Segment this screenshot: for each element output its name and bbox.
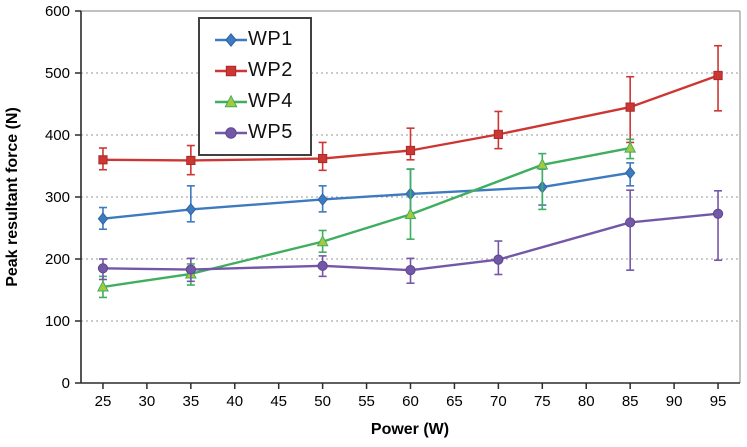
- data-point-marker: [98, 155, 108, 165]
- data-point-marker: [318, 153, 328, 164]
- data-point-marker: [536, 158, 549, 170]
- legend-marker-triangle-icon: [215, 94, 247, 107]
- x-tick-label: 45: [270, 393, 287, 410]
- data-point-marker: [625, 102, 635, 112]
- series-WP2: [98, 44, 723, 176]
- legend-item-WP4: WP4: [214, 86, 310, 117]
- data-point-marker: [317, 193, 328, 206]
- data-point-marker: [185, 264, 196, 275]
- data-point-marker: [185, 203, 197, 216]
- legend-marker-square-icon: [215, 65, 247, 76]
- x-tick-label: 25: [95, 393, 112, 410]
- data-point-marker: [97, 263, 109, 274]
- data-point-marker: [405, 145, 416, 156]
- data-point-marker: [225, 32, 237, 47]
- x-tick-label: 55: [358, 393, 375, 410]
- x-axis-title: Power (W): [371, 421, 449, 438]
- y-tick-label: 100: [45, 313, 70, 330]
- legend-item-WP1: WP1: [214, 24, 310, 55]
- y-tick-label: 200: [45, 251, 70, 268]
- x-tick-label: 30: [139, 393, 156, 410]
- y-tick-label: 600: [45, 3, 70, 20]
- y-tick-label: 300: [45, 189, 70, 206]
- x-tick-label: 70: [490, 393, 507, 410]
- legend-label: WP5: [248, 121, 293, 143]
- y-tick-label: 0: [62, 375, 70, 392]
- data-point-marker: [493, 129, 503, 139]
- y-axis-title: Peak resultant force (N): [4, 107, 21, 287]
- series-WP4: [97, 138, 637, 299]
- x-tick-label: 40: [226, 393, 243, 410]
- data-point-marker: [493, 254, 504, 265]
- x-tick-label: 65: [446, 393, 463, 410]
- legend-item-WP2: WP2: [214, 55, 310, 86]
- legend-marker-circle-icon: [215, 126, 247, 139]
- series-line: [102, 171, 631, 220]
- data-point-marker: [225, 65, 237, 76]
- x-tick-label: 90: [666, 393, 683, 410]
- data-point-marker: [186, 155, 196, 166]
- x-tick-label: 75: [534, 393, 551, 410]
- data-point-marker: [404, 207, 417, 219]
- x-tick-label: 80: [578, 393, 595, 410]
- data-point-marker: [224, 94, 238, 107]
- legend-marker-diamond-icon: [215, 32, 247, 47]
- x-tick-label: 35: [182, 393, 199, 410]
- series-WP5: [97, 189, 724, 284]
- data-point-marker: [97, 212, 109, 226]
- data-point-marker: [712, 208, 724, 219]
- data-point-marker: [316, 234, 329, 247]
- data-point-marker: [405, 265, 416, 276]
- data-point-marker: [625, 217, 636, 228]
- series-WP1: [97, 162, 636, 231]
- legend-label: WP2: [248, 59, 293, 81]
- legend: WP1 WP2 WP4 WP5: [198, 17, 312, 156]
- data-point-marker: [713, 70, 723, 81]
- x-tick-label: 60: [402, 393, 419, 410]
- x-tick-label: 95: [710, 393, 727, 410]
- plot-area: 0 100 200 300 400 500 600 25 30 35 40 45 50 55 60 65 70 7…: [45, 3, 741, 410]
- legend-label: WP1: [248, 28, 293, 50]
- data-point-marker: [225, 126, 237, 139]
- data-point-marker: [317, 260, 328, 271]
- data-point-marker: [97, 280, 109, 292]
- y-tick-label: 500: [45, 65, 70, 82]
- series-line: [102, 146, 631, 289]
- legend-label: WP4: [248, 90, 293, 112]
- y-tick-label: 400: [45, 127, 70, 144]
- data-point-marker: [624, 141, 637, 153]
- x-tick-label: 85: [622, 393, 639, 410]
- x-tick-label: 50: [314, 393, 331, 410]
- data-point-marker: [624, 166, 636, 180]
- legend-item-WP5: WP5: [214, 117, 310, 148]
